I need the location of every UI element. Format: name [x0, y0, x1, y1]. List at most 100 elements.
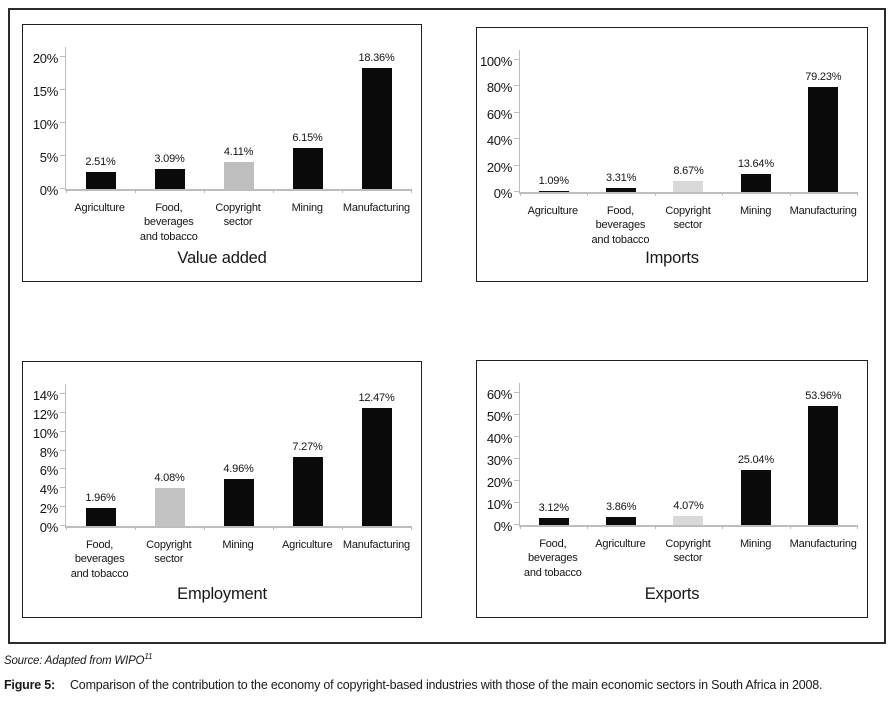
y-tick-label: 12%: [32, 406, 58, 422]
y-tick-mark: [60, 393, 66, 394]
x-tick-mark: [411, 526, 412, 530]
chart-panel-value-added: 0% 5% 10% 15% 20% 2.51% 3.09% 4.11% 6.15% 18.36%…: [22, 24, 422, 282]
x-tick-mark: [342, 189, 343, 193]
x-category-label-copyright-sector: Copyright sector: [146, 539, 192, 566]
y-tick-label: 20%: [486, 475, 512, 490]
x-axis-labels: Food, beverages and tobacco Copyright sec…: [65, 538, 411, 581]
bar-manufacturing: [808, 406, 839, 525]
bar-mining: [292, 148, 323, 189]
x-axis-labels: Agriculture Food, beverages and tobacco Co…: [519, 204, 857, 247]
bar-mining: [740, 469, 771, 525]
y-tick-mark: [514, 164, 520, 166]
x-category-label-manufacturing: Manufacturing: [789, 205, 857, 217]
y-tick-mark: [514, 458, 520, 459]
bar-value-label: 4.96%: [223, 463, 254, 476]
bar-copyright-sector: [673, 516, 704, 525]
y-tick-label: 80%: [486, 80, 512, 96]
x-tick-mark: [273, 526, 274, 530]
x-category-label-food-beverages-and-tobacco: Food, beverages and tobacco: [523, 538, 582, 579]
x-tick-mark: [135, 526, 136, 530]
bar-value-label: 3.09%: [154, 152, 185, 165]
bar-value-label: 18.36%: [358, 51, 395, 64]
y-tick-mark: [514, 502, 520, 503]
y-tick-label: 0%: [493, 519, 513, 534]
y-tick-mark: [60, 122, 66, 123]
x-category-label-copyright-sector: Copyright sector: [665, 538, 711, 565]
bar-column-manufacturing: 53.96%: [790, 383, 857, 525]
chart-panel-exports: 0% 10% 20% 30% 40% 50% 60% 3.12% 3.86% 4.07% 25.0…: [476, 360, 868, 618]
bar-value-label: 79.23%: [805, 71, 842, 84]
bar-column-mining: 25.04%: [722, 383, 789, 525]
bar-value-label: 53.96%: [805, 390, 842, 403]
x-category-label-manufacturing: Manufacturing: [789, 538, 857, 550]
x-category-label-manufacturing: Manufacturing: [342, 202, 410, 214]
x-category-label-copyright-sector: Copyright sector: [665, 205, 711, 232]
y-tick-mark: [60, 56, 66, 57]
y-tick-label: 30%: [486, 453, 512, 468]
bar-column-copyright-sector: 4.11%: [204, 47, 273, 189]
y-axis-labels: 0% 20% 40% 60% 80% 100%: [477, 50, 519, 201]
y-tick-mark: [514, 85, 520, 87]
bar-column-manufacturing: 18.36%: [342, 47, 411, 189]
bar-manufacturing: [361, 408, 392, 526]
figure-caption: Figure 5: Comparison of the contribution …: [4, 678, 822, 692]
bar-manufacturing: [808, 87, 839, 192]
y-tick-label: 10%: [32, 117, 58, 132]
y-tick-mark: [60, 525, 66, 526]
y-tick-mark: [514, 59, 520, 60]
x-tick-mark: [722, 192, 724, 196]
bar-mining: [740, 174, 771, 192]
y-tick-label: 20%: [486, 159, 512, 175]
bar-value-label: 3.86%: [605, 500, 637, 513]
bar-manufacturing: [361, 67, 392, 189]
y-axis-labels: 0% 5% 10% 15% 20%: [23, 47, 65, 198]
bar-column-agriculture: 1.09%: [520, 50, 587, 192]
x-tick-mark: [66, 526, 67, 530]
figure-frame: 0% 5% 10% 15% 20% 2.51% 3.09% 4.11% 6.15% 18.36%…: [8, 8, 886, 644]
x-tick-mark: [587, 525, 589, 529]
x-axis-labels: Food, beverages and tobacco Agriculture Co…: [519, 537, 857, 580]
bar-value-label: 7.27%: [292, 441, 323, 454]
x-category-label-food-beverages-and-tobacco: Food, beverages and tobacco: [591, 205, 650, 246]
bar-value-label: 13.64%: [737, 158, 774, 170]
source-prefix: Source:: [4, 654, 43, 667]
y-axis-labels: 0% 10% 20% 30% 40% 50% 60%: [477, 383, 519, 534]
chart-panel-employment: 0% 2% 4% 6% 8% 10% 12% 14% 1.96% 4.08% 4.96% 7.27%…: [22, 361, 422, 618]
x-tick-mark: [654, 192, 656, 196]
y-tick-label: 100%: [479, 54, 512, 69]
y-tick-mark: [514, 436, 520, 437]
y-tick-label: 0%: [493, 186, 513, 201]
y-tick-mark: [514, 480, 520, 481]
y-axis-labels: 0% 2% 4% 6% 8% 10% 12% 14%: [23, 384, 65, 535]
bar-agriculture: [292, 457, 323, 526]
x-category-label-food-beverages-and-tobacco: Food, beverages and tobacco: [139, 202, 198, 243]
chart-panel-imports: 0% 20% 40% 60% 80% 100% 1.09% 3.31% 8.67% 13.64%…: [476, 27, 868, 282]
y-tick-mark: [60, 155, 66, 156]
bar-agriculture: [85, 172, 116, 189]
x-tick-mark: [342, 526, 343, 530]
bar-value-label: 4.07%: [673, 500, 704, 513]
bar-food-beverages-and-tobacco: [606, 187, 637, 192]
y-tick-mark: [60, 506, 66, 508]
y-tick-label: 8%: [39, 444, 59, 460]
y-tick-label: 15%: [32, 84, 58, 99]
bar-value-label: 2.51%: [85, 156, 116, 169]
chart-title-value-added: Value added: [177, 249, 267, 267]
y-tick-mark: [60, 468, 66, 470]
y-tick-mark: [60, 411, 66, 413]
x-tick-mark: [66, 189, 67, 193]
y-tick-label: 60%: [486, 387, 512, 402]
y-tick-label: 0%: [39, 183, 59, 198]
bar-column-manufacturing: 79.23%: [790, 50, 857, 192]
y-tick-mark: [514, 111, 520, 113]
source-superscript: 11: [144, 652, 153, 661]
x-tick-mark: [789, 525, 791, 529]
y-tick-label: 60%: [486, 106, 512, 122]
y-tick-label: 0%: [39, 520, 59, 535]
y-tick-label: 40%: [486, 431, 512, 446]
bar-value-label: 4.11%: [223, 145, 254, 158]
x-category-label-mining: Mining: [291, 202, 323, 214]
y-tick-mark: [514, 414, 520, 415]
chart-title-imports: Imports: [645, 249, 699, 267]
bar-copyright-sector: [223, 161, 254, 189]
